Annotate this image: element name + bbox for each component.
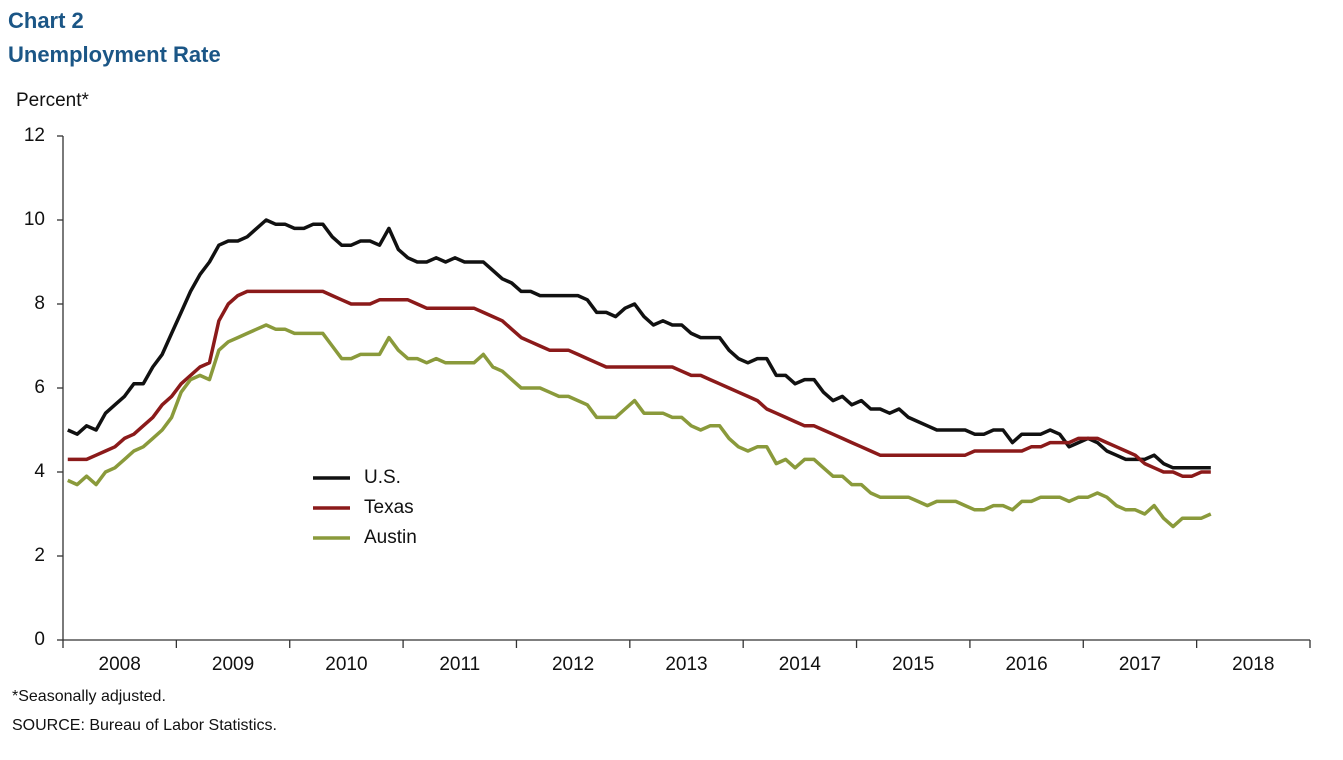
legend-label: Austin bbox=[364, 527, 417, 548]
x-tick-label: 2008 bbox=[99, 654, 141, 675]
x-tick-label: 2018 bbox=[1232, 654, 1274, 675]
chart-title: Chart 2 bbox=[8, 8, 84, 33]
y-tick-label: 0 bbox=[34, 629, 45, 650]
series-line bbox=[67, 218, 1211, 470]
x-tick-label: 2016 bbox=[1005, 654, 1047, 675]
y-tick-label: 10 bbox=[24, 209, 45, 230]
x-tick-label: 2015 bbox=[892, 654, 934, 675]
y-axis-label: Percent* bbox=[16, 90, 89, 111]
series-line bbox=[67, 289, 1211, 478]
footnote: *Seasonally adjusted. bbox=[12, 688, 166, 705]
y-tick-label: 8 bbox=[34, 293, 45, 314]
x-tick-label: 2013 bbox=[665, 654, 707, 675]
legend-label: U.S. bbox=[364, 467, 401, 488]
y-tick-label: 4 bbox=[34, 461, 45, 482]
x-tick-label: 2011 bbox=[439, 654, 480, 675]
x-tick-label: 2010 bbox=[325, 654, 367, 675]
x-tick-label: 2017 bbox=[1119, 654, 1161, 675]
x-tick-label: 2012 bbox=[552, 654, 594, 675]
chart-subtitle: Unemployment Rate bbox=[8, 42, 221, 67]
series-line bbox=[67, 323, 1212, 529]
source: SOURCE: Bureau of Labor Statistics. bbox=[12, 717, 277, 734]
y-tick-label: 6 bbox=[34, 377, 45, 398]
legend-label: Texas bbox=[364, 497, 414, 518]
x-tick-label: 2009 bbox=[212, 654, 254, 675]
x-tick-label: 2014 bbox=[779, 654, 822, 675]
y-tick-label: 2 bbox=[34, 545, 45, 566]
y-tick-label: 12 bbox=[24, 125, 45, 146]
